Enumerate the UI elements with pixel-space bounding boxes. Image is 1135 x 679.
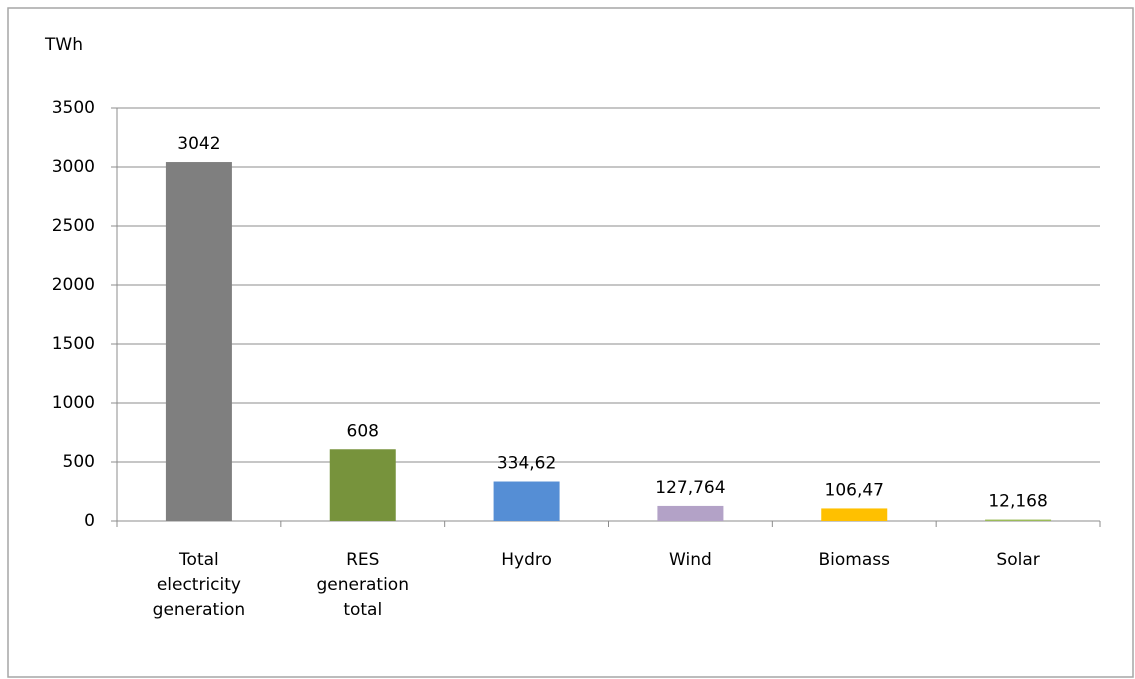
data-label: 12,168	[988, 492, 1047, 512]
bar	[985, 519, 1052, 521]
bar	[493, 481, 560, 521]
x-tick-label: Solar	[996, 550, 1040, 570]
y-tick-label: 2000	[52, 275, 95, 295]
data-label: 3042	[177, 134, 220, 154]
bar	[821, 508, 888, 521]
x-tick-label: Hydro	[501, 550, 552, 570]
y-tick-label: 1500	[52, 334, 95, 354]
x-tick-label: Biomass	[818, 550, 890, 570]
y-axis-label: TWh	[44, 35, 83, 55]
x-tick-label: RES generation total	[316, 550, 409, 620]
y-tick-label: 500	[63, 452, 95, 472]
bar	[165, 162, 232, 521]
y-tick-label: 3500	[52, 98, 95, 118]
x-tick-label: Wind	[669, 550, 712, 570]
y-tick-label: 1000	[52, 393, 95, 413]
y-tick-label: 2500	[52, 216, 95, 236]
x-tick-label: Total electricity generation	[152, 550, 246, 620]
y-tick-label: 0	[84, 511, 95, 531]
data-label: 334,62	[497, 454, 556, 474]
x-tick-label-box: Wind	[669, 550, 712, 570]
bar	[657, 505, 724, 521]
y-tick-label: 3000	[52, 157, 95, 177]
x-tick-label-box: RES generation total	[316, 550, 409, 620]
data-label: 608	[347, 421, 379, 441]
bar	[329, 449, 396, 521]
x-tick-label-box: Biomass	[818, 550, 890, 570]
x-tick-label-box: Solar	[996, 550, 1040, 570]
data-label: 127,764	[655, 478, 725, 498]
x-tick-label-box: Total electricity generation	[152, 550, 246, 620]
x-tick-label-box: Hydro	[501, 550, 552, 570]
data-label: 106,47	[825, 480, 884, 500]
